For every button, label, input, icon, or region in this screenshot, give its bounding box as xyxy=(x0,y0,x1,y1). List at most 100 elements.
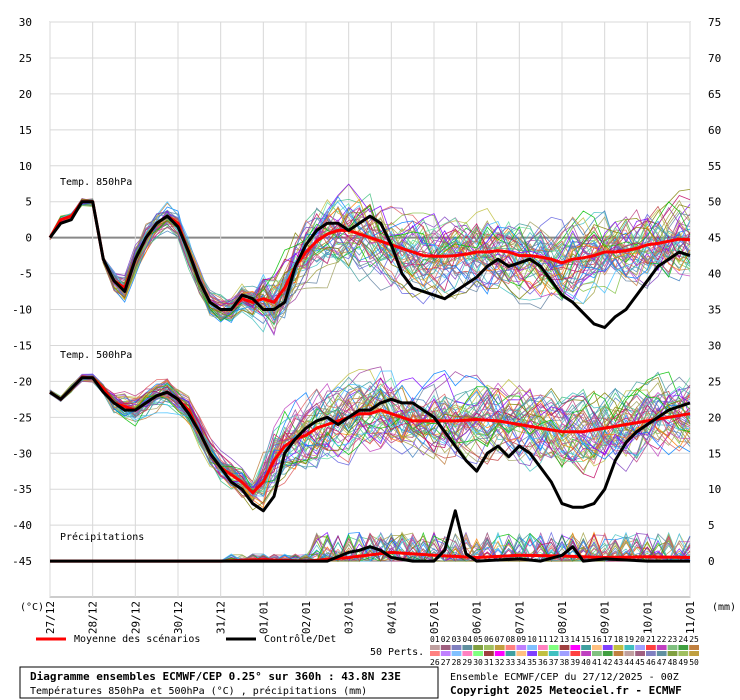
pert-swatch-row2 xyxy=(689,651,699,656)
footer-title-line2: Températures 850hPa et 500hPa (°C) , pré… xyxy=(30,685,367,697)
pert-label-row2: 48 xyxy=(668,658,678,667)
pert-swatch-row1 xyxy=(505,645,516,650)
left-tick-label: 20 xyxy=(19,88,32,101)
pert-swatch-row1 xyxy=(440,645,451,650)
pert-swatch-row2 xyxy=(527,651,537,656)
left-tick-label: -5 xyxy=(19,268,32,281)
member-line xyxy=(49,376,691,490)
pert-label-row1: 06 xyxy=(484,635,494,644)
x-tick-label: 02/01 xyxy=(300,601,313,634)
x-tick-label: 30/12 xyxy=(172,601,185,634)
left-tick-label: 10 xyxy=(19,160,32,173)
right-tick-label: 25 xyxy=(708,375,721,388)
right-tick-label: 30 xyxy=(708,339,721,352)
right-tick-label: 40 xyxy=(708,268,721,281)
pert-swatch-row1 xyxy=(656,645,667,650)
right-tick-label: 20 xyxy=(708,411,721,424)
right-tick-label: 45 xyxy=(708,232,721,245)
pert-label-row1: 11 xyxy=(538,635,548,644)
member-line xyxy=(49,374,691,495)
right-tick-label: 35 xyxy=(708,304,721,317)
pert-label-row2: 34 xyxy=(516,658,526,667)
x-tick-label: 01/01 xyxy=(257,601,270,634)
legend-mean-label: Moyenne des scénarios xyxy=(74,633,200,645)
pert-label-row2: 31 xyxy=(484,658,494,667)
left-tick-label: -20 xyxy=(12,375,32,388)
pert-swatch-row1 xyxy=(516,645,527,650)
left-tick-label: 15 xyxy=(19,124,32,137)
pert-swatch-row1 xyxy=(689,645,699,650)
pert-label-row1: 02 xyxy=(441,635,451,644)
pert-swatch-row2 xyxy=(581,651,591,656)
x-tick-label: 05/01 xyxy=(428,601,441,634)
pert-label-row1: 14 xyxy=(570,635,580,644)
pert-label-row1: 05 xyxy=(473,635,483,644)
pert-swatch-row1 xyxy=(592,645,602,650)
pert-label-row1: 23 xyxy=(668,635,678,644)
pert-swatch-row1 xyxy=(538,645,548,650)
pert-label-row1: 24 xyxy=(678,635,688,644)
right-tick-label: 65 xyxy=(708,88,721,101)
x-tick-label: 11/01 xyxy=(684,601,697,634)
label-t850: Temp. 850hPa xyxy=(60,177,132,188)
label-precip: Précipitations xyxy=(60,531,144,543)
pert-swatch-row2 xyxy=(494,651,505,656)
pert-swatch-row2 xyxy=(462,651,473,656)
legend-control-label: Contrôle/Det xyxy=(264,633,336,645)
pert-swatch-row2 xyxy=(538,651,548,656)
left-tick-label: -15 xyxy=(12,339,32,352)
pert-swatch-row1 xyxy=(678,645,689,650)
pert-label-row1: 16 xyxy=(592,635,602,644)
left-tick-label: 30 xyxy=(19,16,32,29)
pert-label-row2: 42 xyxy=(603,658,613,667)
footer-box xyxy=(19,666,439,699)
member-line xyxy=(49,200,691,317)
control-t500-line xyxy=(49,376,691,513)
x-tick-label: 07/01 xyxy=(513,601,526,634)
pert-label-row2: 46 xyxy=(646,658,656,667)
pert-label-row2: 41 xyxy=(592,658,602,667)
pert-swatch-row2 xyxy=(473,651,483,656)
member-line xyxy=(49,379,691,499)
pert-swatch-row2 xyxy=(592,651,602,656)
pert-swatch-row2 xyxy=(516,651,527,656)
pert-label-row1: 08 xyxy=(506,635,516,644)
pert-swatch-row1 xyxy=(570,645,581,650)
pert-label-row1: 17 xyxy=(603,635,613,644)
pert-swatch-row1 xyxy=(624,645,635,650)
pert-swatch-row2 xyxy=(602,651,613,656)
right-tick-label: 15 xyxy=(708,447,721,460)
pert-swatch-row2 xyxy=(678,651,689,656)
left-tick-label: -35 xyxy=(12,483,32,496)
pert-label-row1: 25 xyxy=(689,635,699,644)
pert-swatch-row2 xyxy=(667,651,678,656)
pert-swatch-row2 xyxy=(451,651,462,656)
left-tick-label: -10 xyxy=(12,304,32,317)
member-line xyxy=(49,201,691,312)
pert-swatch-row2 xyxy=(430,651,440,656)
pert-label-row2: 40 xyxy=(581,658,591,667)
pert-swatch-row2 xyxy=(505,651,516,656)
pert-label-row1: 09 xyxy=(516,635,526,644)
left-tick-label: -40 xyxy=(12,519,32,532)
right-tick-label: 55 xyxy=(708,160,721,173)
member-line xyxy=(49,200,691,325)
pert-label-row2: 35 xyxy=(527,658,537,667)
pert-swatch-row1 xyxy=(559,645,570,650)
x-tick-label: 06/01 xyxy=(471,601,484,634)
left-tick-label: 25 xyxy=(19,52,32,65)
right-axis-unit: (mm) xyxy=(712,602,736,613)
footer-run-line: Ensemble ECMWF/CEP du 27/12/2025 - 00Z xyxy=(450,672,679,683)
pert-swatch-row1 xyxy=(484,645,494,650)
pert-label-row1: 07 xyxy=(495,635,505,644)
label-t500: Temp. 500hPa xyxy=(60,350,132,361)
pert-label-row2: 36 xyxy=(538,658,548,667)
left-tick-label: -25 xyxy=(12,411,32,424)
member-line xyxy=(49,377,691,497)
pert-swatch-row2 xyxy=(656,651,667,656)
pert-label-row1: 22 xyxy=(657,635,667,644)
left-tick-label: 5 xyxy=(25,196,32,209)
pert-label-row2: 32 xyxy=(495,658,505,667)
pert-label-row2: 30 xyxy=(473,658,483,667)
